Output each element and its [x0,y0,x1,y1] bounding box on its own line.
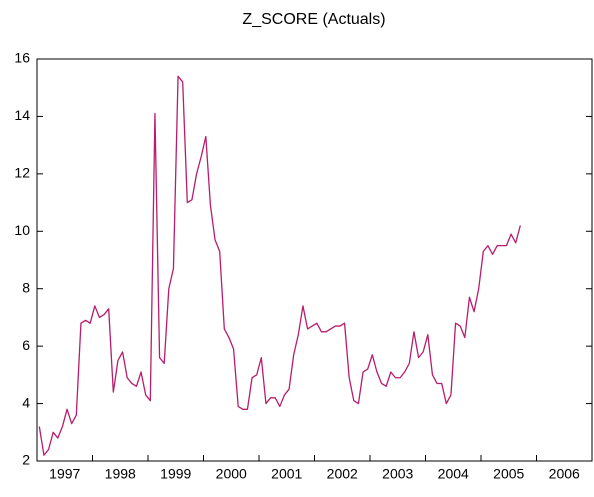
data-line [38,75,521,456]
y-tick-label: 10 [14,222,30,238]
x-tick-label: 2004 [438,466,469,482]
y-tick-label: 12 [14,165,30,181]
x-tick-label: 2002 [327,466,358,482]
x-tick-label: 1997 [49,466,80,482]
x-tick-label: 1998 [105,466,136,482]
y-tick-label: 8 [22,279,30,295]
x-tick-label: 2003 [382,466,413,482]
y-tick-label: 16 [14,50,30,66]
y-tick-label: 14 [14,107,30,123]
x-tick-label: 2005 [493,466,524,482]
y-tick-label: 6 [22,337,30,353]
chart-title: Z_SCORE (Actuals) [242,11,385,28]
y-tick-label: 2 [22,452,30,468]
x-tick-label: 2000 [216,466,247,482]
x-tick-label: 2001 [271,466,302,482]
y-tick-label: 4 [22,394,30,410]
x-tick-label: 2006 [549,466,580,482]
plot-frame [36,58,593,462]
x-tick-label: 1999 [160,466,191,482]
